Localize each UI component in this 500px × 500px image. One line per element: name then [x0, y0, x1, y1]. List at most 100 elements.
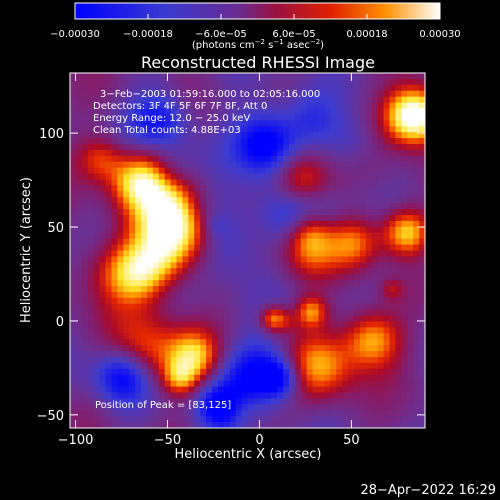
heatmap-cell	[146, 185, 154, 192]
heatmap-cell	[401, 398, 408, 405]
heatmap-cell	[413, 410, 420, 417]
heatmap-cell	[419, 244, 425, 251]
heatmap-cell	[277, 410, 284, 417]
heatmap-cell	[389, 398, 396, 405]
heatmap-cell	[383, 422, 390, 428]
heatmap-cell	[271, 78, 278, 86]
heatmap-cell	[365, 149, 373, 157]
heatmap-cell	[407, 256, 414, 263]
heatmap-cell	[188, 144, 195, 151]
heatmap-cell	[75, 398, 83, 405]
heatmap-cell	[365, 209, 373, 216]
heatmap-cell	[413, 209, 420, 216]
heatmap-cell	[200, 357, 207, 364]
heatmap-cell	[212, 374, 219, 382]
heatmap-cell	[75, 351, 83, 358]
heatmap-cell	[170, 303, 177, 311]
heatmap-cell	[70, 386, 77, 393]
heatmap-cell	[217, 315, 225, 322]
heatmap-cell	[81, 345, 89, 352]
heatmap-cell	[348, 161, 355, 169]
heatmap-cell	[87, 226, 95, 234]
heatmap-cell	[152, 138, 160, 145]
heatmap-cell	[247, 386, 254, 393]
heatmap-cell	[75, 362, 83, 370]
heatmap-cell	[164, 120, 171, 127]
heatmap-cell	[324, 90, 331, 98]
heatmap-cell	[283, 209, 290, 216]
heatmap-cell	[176, 102, 183, 109]
heatmap-cell	[265, 144, 272, 151]
heatmap-cell	[93, 386, 100, 393]
heatmap-cell	[223, 333, 231, 340]
heatmap-cell	[371, 351, 379, 358]
heatmap-cell	[99, 368, 106, 376]
heatmap-cell	[81, 120, 89, 127]
heatmap-cell	[158, 321, 166, 328]
heatmap-cell	[81, 274, 89, 281]
heatmap-cell	[75, 238, 83, 245]
heatmap-cell	[377, 392, 384, 399]
heatmap-cell	[318, 380, 325, 387]
heatmap-cell	[182, 138, 189, 145]
heatmap-cell	[99, 96, 106, 103]
heatmap-cell	[271, 262, 278, 269]
heatmap-cell	[401, 374, 408, 382]
heatmap-cell	[354, 132, 361, 139]
heatmap-cell	[259, 155, 266, 163]
heatmap-cell	[105, 398, 112, 405]
annotation-line: Clean Total counts: 4.88E+03	[93, 125, 241, 136]
heatmap-cell	[283, 256, 290, 263]
heatmap-cell	[93, 84, 100, 92]
heatmap-cell	[170, 203, 177, 210]
heatmap-cell	[283, 90, 290, 98]
heatmap-cell	[81, 226, 89, 234]
heatmap-cell	[152, 280, 160, 287]
heatmap-cell	[117, 161, 124, 169]
heatmap-cell	[217, 303, 225, 311]
heatmap-cell	[241, 90, 248, 98]
heatmap-cell	[324, 268, 331, 275]
heatmap-cell	[271, 398, 278, 405]
heatmap-cell	[152, 315, 160, 322]
heatmap-cell	[294, 362, 302, 370]
heatmap-cell	[123, 138, 130, 145]
heatmap-cell	[247, 268, 254, 275]
heatmap-cell	[117, 380, 124, 387]
heatmap-cell	[182, 144, 189, 151]
heatmap-cell	[324, 96, 331, 103]
heatmap-cell	[359, 351, 367, 358]
heatmap-cell	[235, 250, 242, 257]
heatmap-cell	[200, 321, 207, 328]
heatmap-cell	[259, 232, 266, 240]
heatmap-cell	[294, 386, 302, 393]
heatmap-cell	[182, 398, 189, 405]
heatmap-cell	[283, 250, 290, 257]
heatmap-cell	[354, 90, 361, 98]
heatmap-cell	[223, 220, 231, 228]
heatmap-cell	[152, 161, 160, 169]
heatmap-cell	[324, 78, 331, 86]
heatmap-cell	[312, 268, 319, 275]
heatmap-cell	[117, 120, 124, 127]
heatmap-cell	[129, 274, 136, 281]
heatmap-cell	[182, 90, 189, 98]
heatmap-cell	[389, 132, 396, 139]
heatmap-cell	[188, 244, 195, 251]
heatmap-cell	[407, 108, 414, 115]
heatmap-cell	[306, 78, 313, 86]
heatmap-cell	[111, 149, 118, 157]
heatmap-cell	[294, 126, 302, 133]
heatmap-cell	[336, 321, 343, 328]
heatmap-cell	[70, 368, 77, 376]
heatmap-cell	[182, 155, 189, 163]
heatmap-cell	[288, 90, 296, 98]
heatmap-cell	[348, 256, 355, 263]
heatmap-cell	[81, 73, 89, 80]
heatmap-cell	[123, 280, 130, 287]
heatmap-cell	[70, 120, 77, 127]
heatmap-cell	[229, 96, 237, 103]
heatmap-cell	[217, 286, 225, 293]
heatmap-cell	[419, 404, 425, 411]
heatmap-cell	[371, 327, 379, 334]
